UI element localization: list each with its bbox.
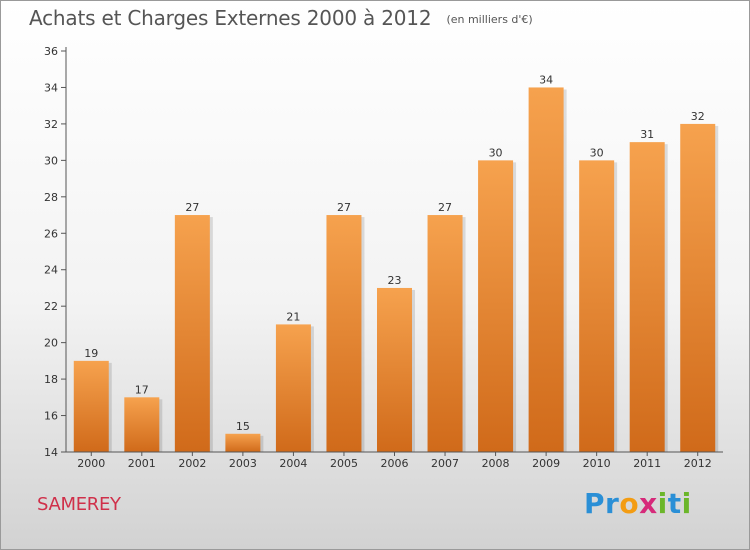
logo-letter: o bbox=[619, 487, 640, 520]
bar bbox=[528, 87, 564, 453]
bar-value-label: 15 bbox=[236, 420, 250, 433]
bar-value-label: 21 bbox=[286, 310, 300, 323]
bar-value-label: 30 bbox=[489, 146, 503, 159]
bar-value-label: 30 bbox=[590, 146, 604, 159]
bar-value-label: 34 bbox=[539, 73, 553, 86]
bar bbox=[377, 287, 412, 452]
bar-value-label: 27 bbox=[337, 201, 351, 214]
bar-value-label: 27 bbox=[438, 201, 452, 214]
x-tick-label: 2001 bbox=[128, 457, 156, 470]
commune-name: SAMEREY bbox=[37, 494, 121, 515]
bar bbox=[680, 123, 716, 452]
chart-unit: (en milliers d'€) bbox=[446, 13, 533, 26]
x-tick-label: 2004 bbox=[279, 457, 307, 470]
y-tick-label: 18 bbox=[44, 373, 58, 386]
bar bbox=[73, 360, 109, 452]
y-tick-label: 14 bbox=[44, 446, 58, 459]
bar-value-label: 32 bbox=[691, 110, 705, 123]
x-tick-label: 2000 bbox=[77, 457, 105, 470]
y-tick-label: 24 bbox=[44, 264, 58, 277]
x-tick-label: 2006 bbox=[381, 457, 409, 470]
bar bbox=[579, 160, 615, 452]
proxiti-logo: Proxiti bbox=[584, 487, 692, 520]
x-tick-label: 2003 bbox=[229, 457, 257, 470]
x-tick-label: 2007 bbox=[431, 457, 459, 470]
x-tick-label: 2011 bbox=[633, 457, 661, 470]
bar-value-label: 19 bbox=[84, 347, 98, 360]
bar-value-label: 23 bbox=[388, 274, 402, 287]
y-tick-label: 22 bbox=[44, 300, 58, 313]
logo-letter: t bbox=[667, 487, 682, 520]
bar bbox=[629, 142, 665, 453]
y-tick-label: 20 bbox=[44, 337, 58, 350]
logo-letter: x bbox=[639, 487, 658, 520]
x-tick-label: 2012 bbox=[684, 457, 712, 470]
x-tick-label: 2002 bbox=[178, 457, 206, 470]
bar bbox=[174, 215, 210, 452]
bar-value-label: 17 bbox=[135, 383, 149, 396]
bar-value-label: 27 bbox=[185, 201, 199, 214]
bar bbox=[225, 433, 261, 452]
y-tick-label: 30 bbox=[44, 154, 58, 167]
y-tick-label: 34 bbox=[44, 81, 58, 94]
y-tick-label: 16 bbox=[44, 410, 58, 423]
bar bbox=[124, 397, 160, 452]
x-tick-label: 2009 bbox=[532, 457, 560, 470]
y-tick-label: 32 bbox=[44, 118, 58, 131]
logo-letter: i bbox=[657, 487, 668, 520]
chart-title-text: Achats et Charges Externes 2000 à 2012 bbox=[29, 6, 432, 30]
y-tick-label: 26 bbox=[44, 227, 58, 240]
x-tick-label: 2008 bbox=[482, 457, 510, 470]
y-tick-label: 28 bbox=[44, 191, 58, 204]
chart-title: Achats et Charges Externes 2000 à 2012 (… bbox=[29, 6, 533, 30]
bar bbox=[275, 324, 311, 452]
x-tick-label: 2005 bbox=[330, 457, 358, 470]
x-tick-label: 2010 bbox=[583, 457, 611, 470]
bar bbox=[478, 160, 514, 452]
bar-value-label: 31 bbox=[640, 128, 654, 141]
y-tick-label: 36 bbox=[44, 45, 58, 58]
logo-letter: i bbox=[681, 487, 692, 520]
bar bbox=[326, 215, 362, 452]
logo-letter: P bbox=[584, 487, 606, 520]
bar bbox=[427, 215, 463, 452]
logo-letter: r bbox=[605, 487, 620, 520]
